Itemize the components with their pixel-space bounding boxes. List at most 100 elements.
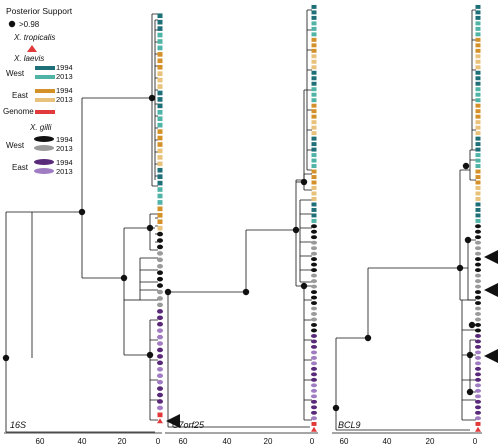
tip-marker (157, 373, 163, 379)
support-node (466, 351, 474, 359)
tick-label: 0 (473, 437, 478, 446)
laevis-west-2013-swatch (35, 75, 55, 79)
tip-marker (157, 392, 163, 398)
tip-swatch (311, 92, 317, 97)
tip-marker (475, 262, 481, 267)
tip-marker (311, 355, 317, 360)
tip-marker (311, 312, 317, 317)
tip-marker (311, 295, 317, 300)
tick-label: 20 (426, 437, 435, 446)
support-node (292, 226, 300, 234)
tick-label: 40 (78, 437, 87, 446)
tip-marker (157, 354, 163, 359)
tree-c7orf25 (167, 9, 312, 428)
tip-swatch (157, 167, 163, 173)
tip-swatch (311, 158, 317, 163)
tip-swatch (311, 164, 317, 169)
tip-swatch (475, 186, 481, 190)
support-node (464, 236, 472, 244)
tip-marker (475, 240, 481, 245)
tip-swatch (475, 196, 481, 201)
support-node (456, 264, 464, 272)
tip-triangle-icon (311, 426, 317, 432)
tip-swatch (157, 13, 163, 19)
tip-swatch (311, 175, 317, 179)
gilli-west-label: West (6, 141, 25, 150)
tip-swatch (475, 103, 481, 108)
tip-swatch (475, 32, 481, 37)
tip-swatch (157, 412, 163, 418)
tip-marker (311, 383, 317, 388)
tip-marker (311, 328, 317, 333)
tip-swatch (311, 87, 317, 92)
tip-marker (311, 388, 317, 393)
tip-marker (157, 283, 163, 288)
tip-marker (475, 295, 481, 300)
tip-swatch (311, 191, 317, 196)
tip-marker (475, 246, 481, 251)
tip-marker (157, 315, 163, 321)
tip-swatch (311, 120, 317, 125)
support-node (2, 354, 10, 362)
tip-swatch (475, 10, 481, 15)
tip-swatch (157, 161, 163, 167)
tip-swatch (475, 21, 481, 26)
tip-marker (475, 344, 481, 349)
tip-swatch (475, 120, 481, 125)
tip-swatch (311, 202, 317, 207)
tick-label: 40 (383, 437, 392, 446)
panel-label-16s: 16S (10, 420, 26, 430)
tip-marker (157, 231, 163, 237)
tip-marker (157, 360, 163, 366)
tip-swatch (157, 39, 163, 44)
tip-swatch (311, 48, 317, 53)
legend-title: Posterior Support (6, 6, 73, 16)
tip-swatch (475, 98, 481, 103)
support-node (146, 224, 154, 232)
tip-swatch (311, 169, 317, 174)
tip-marker (157, 399, 163, 404)
tip-swatch (475, 175, 481, 179)
support-node (462, 162, 470, 170)
tip-swatch (311, 109, 317, 114)
gilli-west-2013-swatch (34, 145, 54, 151)
tip-marker (311, 257, 317, 262)
laevis-west-1994-label: 1994 (56, 63, 73, 72)
tip-marker (475, 317, 481, 322)
tip-swatch (311, 65, 317, 70)
tip-marker (311, 251, 317, 256)
tip-swatch (157, 193, 163, 199)
arrowhead-marker (166, 414, 180, 428)
gilli-east-2013-label: 2013 (56, 167, 73, 176)
laevis-east-1994-swatch (35, 89, 55, 93)
tip-marker (475, 279, 481, 284)
laevis-east-label: East (12, 91, 29, 100)
tip-swatch (311, 81, 317, 86)
panel-16s: 60 40 20 0 16S (2, 13, 180, 446)
tip-swatch (475, 26, 481, 31)
support-nodes-bcl9 (332, 162, 476, 412)
tip-marker (475, 383, 481, 388)
tip-swatch (311, 180, 317, 185)
tip-marker (157, 347, 163, 353)
tip-swatch (311, 10, 317, 15)
support-node (242, 288, 250, 296)
tip-marker (475, 328, 481, 333)
support-node (300, 178, 308, 186)
support-node (300, 282, 308, 290)
tip-marker (311, 323, 317, 327)
tip-swatch (311, 54, 317, 59)
tip-swatch (157, 187, 163, 192)
tick-label: 20 (264, 437, 273, 446)
tip-marker (311, 290, 317, 295)
tip-marker (311, 350, 317, 355)
tip-swatch (475, 92, 481, 97)
support-nodes-16s (2, 94, 156, 362)
tip-swatch (157, 58, 163, 64)
tip-marker (475, 312, 481, 317)
tip-swatch (157, 142, 163, 147)
tip-marker (475, 388, 481, 393)
tip-swatch (311, 98, 317, 103)
tip-marker (311, 279, 317, 284)
tip-marker (475, 268, 481, 273)
